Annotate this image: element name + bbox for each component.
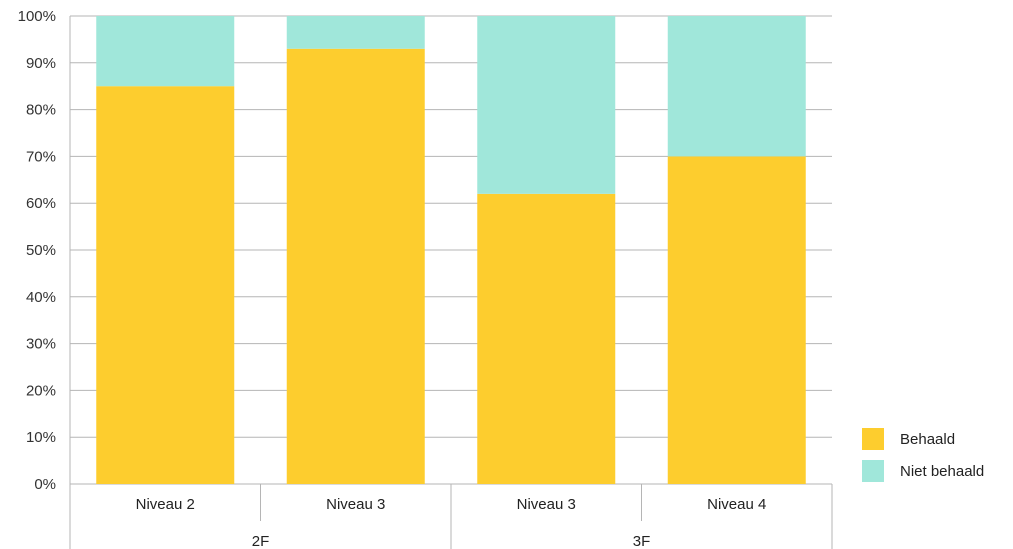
- x-category-label: Niveau 2: [136, 496, 195, 513]
- bar-behaald: [96, 86, 235, 484]
- x-category-label: Niveau 3: [326, 496, 385, 513]
- y-tick-label: 70%: [26, 148, 56, 165]
- y-tick-label: 20%: [26, 382, 56, 399]
- x-group-label: 3F: [633, 533, 651, 549]
- y-tick-label: 60%: [26, 195, 56, 212]
- y-tick-label: 40%: [26, 289, 56, 306]
- y-tick-label: 0%: [34, 476, 56, 493]
- bar-behaald: [286, 48, 425, 484]
- bar-behaald: [477, 193, 616, 484]
- bar-niet-behaald: [667, 16, 806, 157]
- legend-item-behaald: Behaald: [862, 428, 984, 450]
- x-category-label: Niveau 4: [707, 496, 766, 513]
- bar-behaald: [667, 156, 806, 484]
- legend: Behaald Niet behaald: [862, 428, 984, 492]
- bar-niet-behaald: [286, 16, 425, 49]
- legend-swatch-niet-behaald: [862, 460, 884, 482]
- y-tick-label: 100%: [18, 8, 56, 25]
- legend-label-niet-behaald: Niet behaald: [900, 462, 985, 480]
- y-tick-label: 10%: [26, 429, 56, 446]
- y-tick-label: 50%: [26, 242, 56, 259]
- legend-label-behaald: Behaald: [900, 430, 956, 448]
- legend-item-niet-behaald: Niet behaald: [862, 460, 984, 482]
- y-tick-label: 90%: [26, 55, 56, 72]
- y-tick-label: 80%: [26, 102, 56, 119]
- x-category-label: Niveau 3: [517, 496, 576, 513]
- y-tick-label: 30%: [26, 336, 56, 353]
- x-group-label: 2F: [252, 533, 270, 549]
- bar-niet-behaald: [477, 16, 616, 194]
- legend-swatch-behaald: [862, 428, 884, 450]
- bar-niet-behaald: [96, 16, 235, 87]
